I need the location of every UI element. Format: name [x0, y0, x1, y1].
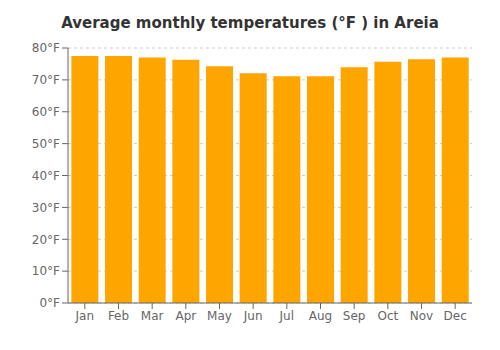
- svg-text:Jun: Jun: [243, 309, 263, 323]
- svg-text:Mar: Mar: [141, 309, 164, 323]
- svg-text:Nov: Nov: [410, 309, 433, 323]
- svg-text:0°F: 0°F: [39, 296, 60, 310]
- svg-text:Jul: Jul: [279, 309, 294, 323]
- svg-text:50°F: 50°F: [32, 137, 60, 151]
- svg-text:Aug: Aug: [309, 309, 332, 323]
- svg-text:Jan: Jan: [75, 309, 95, 323]
- svg-text:40°F: 40°F: [32, 169, 60, 183]
- svg-text:Dec: Dec: [444, 309, 467, 323]
- svg-text:70°F: 70°F: [32, 73, 60, 87]
- svg-text:Feb: Feb: [108, 309, 129, 323]
- html-text:Average monthly temperatures (: Average monthly temperatures (°F ) in Ar…: [61, 14, 439, 32]
- svg-text:60°F: 60°F: [32, 105, 60, 119]
- svg-text:80°F: 80°F: [32, 41, 60, 55]
- svg-text:Sep: Sep: [343, 309, 366, 323]
- svg-text:May: May: [207, 309, 232, 323]
- svg-text:Oct: Oct: [377, 309, 398, 323]
- svg-text:20°F: 20°F: [32, 233, 60, 247]
- svg-text:Apr: Apr: [175, 309, 196, 323]
- svg-text:10°F: 10°F: [32, 264, 60, 278]
- svg-text:30°F: 30°F: [32, 201, 60, 215]
